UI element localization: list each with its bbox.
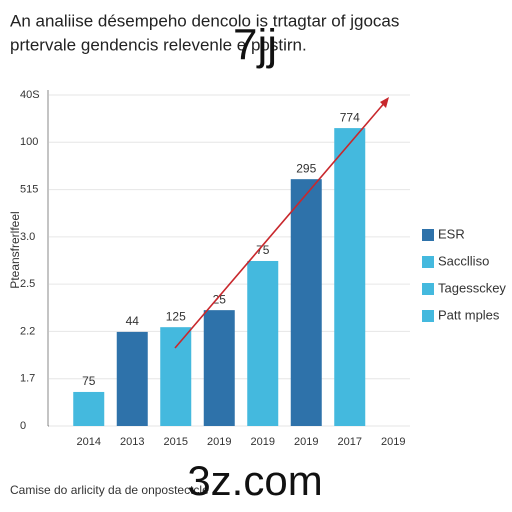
legend-swatch xyxy=(422,310,434,322)
y-tick-label: 0 xyxy=(20,420,26,432)
data-label: 75 xyxy=(256,243,270,257)
x-tick-label: 2019 xyxy=(294,436,318,448)
x-tick-label: 2014 xyxy=(77,436,101,448)
x-tick-label: 2015 xyxy=(164,436,188,448)
bar xyxy=(247,260,279,426)
legend-swatch xyxy=(422,283,434,295)
legend-label: Patt mples xyxy=(438,307,500,322)
data-label: 44 xyxy=(126,314,140,328)
data-label: 774 xyxy=(340,110,360,124)
bar xyxy=(73,391,105,426)
x-tick-label: 2019 xyxy=(251,436,275,448)
trend-line xyxy=(174,100,387,349)
y-tick-label: 40S xyxy=(20,89,40,101)
legend-label: ESR xyxy=(438,226,465,241)
bar xyxy=(334,128,366,426)
legend-label: Tagessckey xyxy=(438,280,506,295)
data-label: 25 xyxy=(213,292,227,306)
data-label: 75 xyxy=(82,374,96,388)
y-tick-label: 2.5 xyxy=(20,278,35,290)
y-tick-label: 100 xyxy=(20,136,38,148)
x-tick-label: 2019 xyxy=(381,436,405,448)
watermark: 7jj xyxy=(233,21,277,70)
legend-swatch xyxy=(422,229,434,241)
bar xyxy=(116,331,148,426)
caption: Camise do arlicity da de onpostectcle xyxy=(10,483,209,497)
data-label: 125 xyxy=(166,309,186,323)
legend-swatch xyxy=(422,256,434,268)
data-label: 295 xyxy=(296,161,316,175)
chart-subtitle: prtervale gendencis relevenle e postirn. xyxy=(10,35,307,54)
x-tick-label: 2017 xyxy=(338,436,362,448)
bar xyxy=(290,179,322,426)
watermark: 3z.com xyxy=(187,457,322,504)
y-tick-label: 3.0 xyxy=(20,231,35,243)
trend-arrow xyxy=(380,97,389,108)
legend-label: Sacclliso xyxy=(438,253,489,268)
x-tick-label: 2019 xyxy=(207,436,231,448)
y-axis-label: Pteansfrerlfeel xyxy=(8,211,22,288)
bar xyxy=(160,327,192,426)
y-tick-label: 1.7 xyxy=(20,373,35,385)
bar xyxy=(203,310,235,426)
chart-title: An analiise désempeho dencolo is trtagta… xyxy=(10,11,399,30)
y-tick-label: 2.2 xyxy=(20,325,35,337)
x-tick-label: 2013 xyxy=(120,436,144,448)
y-tick-label: 515 xyxy=(20,183,38,195)
